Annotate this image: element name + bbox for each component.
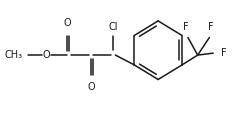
Text: O: O [87, 82, 95, 92]
Text: F: F [208, 22, 214, 32]
Text: CH₃: CH₃ [5, 50, 23, 60]
Text: O: O [42, 50, 50, 60]
Text: Cl: Cl [109, 22, 118, 32]
Text: O: O [64, 18, 72, 28]
Text: F: F [221, 48, 227, 58]
Text: F: F [183, 22, 189, 32]
